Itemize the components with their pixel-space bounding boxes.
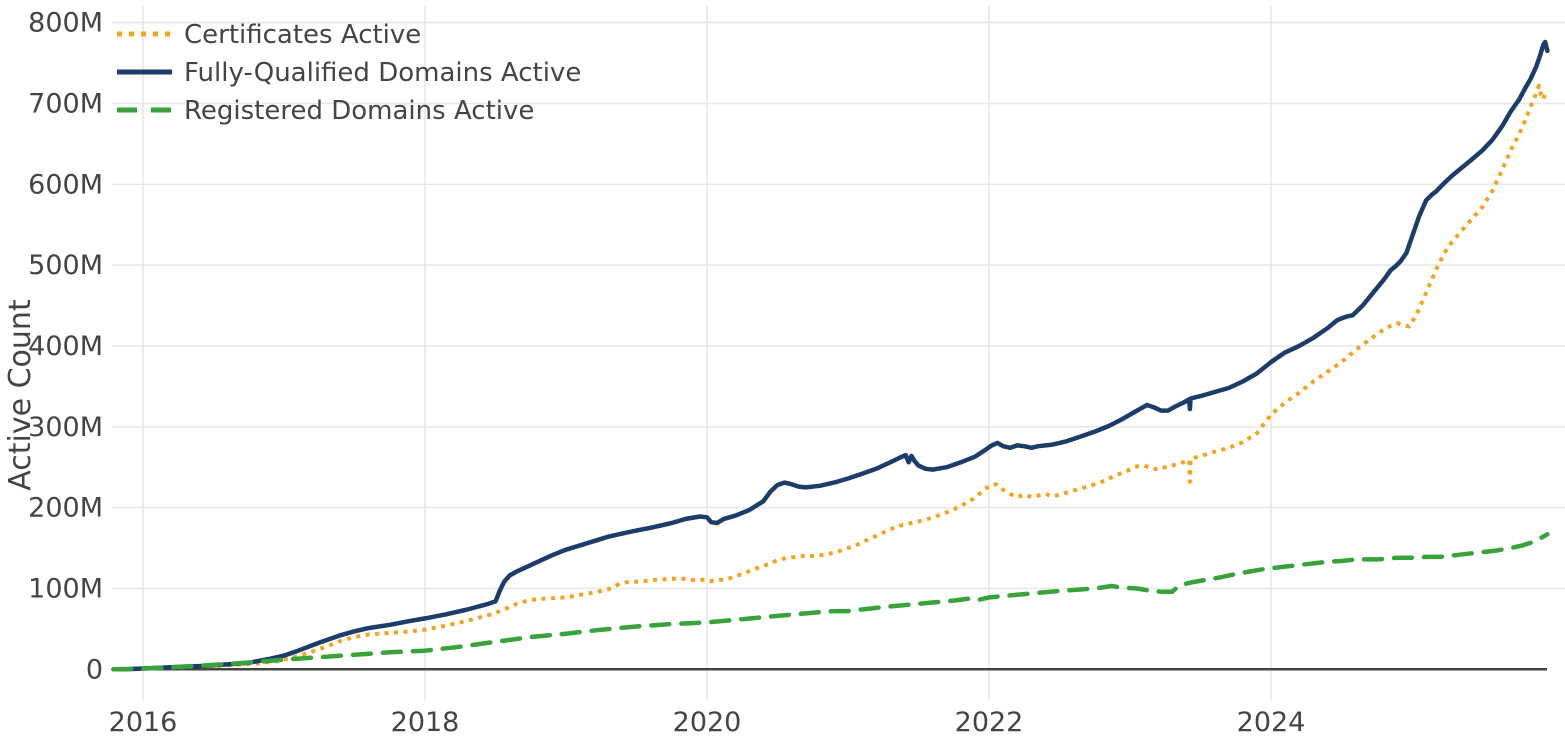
y-tick-label: 800M <box>28 8 103 39</box>
legend-label: Fully-Qualified Domains Active <box>184 58 581 88</box>
y-tick-label: 300M <box>28 412 103 443</box>
x-tick-label: 2024 <box>1237 707 1306 738</box>
legend-label: Certificates Active <box>184 20 421 50</box>
y-tick-label: 500M <box>28 250 103 281</box>
x-tick-label: 2020 <box>673 707 742 738</box>
y-tick-label: 700M <box>28 88 103 119</box>
legend-item-registered-domains-active[interactable]: Registered Domains Active <box>117 96 534 126</box>
y-axis-tick-labels: 0 100M 200M 300M 400M 500M 600M 700M 800M <box>28 8 103 686</box>
data-series-lines <box>111 39 1550 672</box>
y-tick-label: 200M <box>28 493 103 524</box>
horizontal-gridlines <box>112 21 1565 590</box>
legend-item-certificates-active[interactable]: Certificates Active <box>117 20 421 50</box>
y-tick-label: 0 <box>86 654 103 685</box>
registered-domains-active-line <box>111 532 1550 672</box>
x-axis-tick-labels: 2016 2018 2020 2022 2024 <box>109 707 1306 738</box>
y-tick-label: 100M <box>28 573 103 604</box>
legend: Certificates Active Fully-Qualified Doma… <box>117 20 581 126</box>
certificates-active-line <box>113 83 1550 672</box>
legend-item-fully-qualified-domains-active[interactable]: Fully-Qualified Domains Active <box>117 58 581 88</box>
vertical-gridlines <box>142 6 1272 700</box>
x-tick-label: 2018 <box>391 707 460 738</box>
x-tick-label: 2022 <box>955 707 1024 738</box>
x-tick-label: 2016 <box>109 707 178 738</box>
y-tick-label: 400M <box>28 331 103 362</box>
fully-qualified-domains-active-line <box>111 39 1550 672</box>
y-axis-title: Active Count <box>3 299 38 491</box>
y-tick-label: 600M <box>28 169 103 200</box>
legend-label: Registered Domains Active <box>184 96 534 126</box>
